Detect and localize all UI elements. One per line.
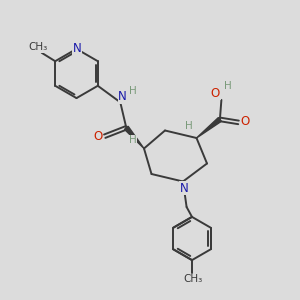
Text: H: H — [224, 81, 231, 92]
Text: H: H — [129, 86, 137, 96]
Text: O: O — [94, 130, 103, 143]
Text: CH₃: CH₃ — [28, 42, 48, 52]
Polygon shape — [124, 126, 144, 148]
Text: N: N — [73, 42, 82, 55]
Text: H: H — [129, 135, 136, 145]
Text: N: N — [179, 182, 188, 195]
Polygon shape — [196, 118, 221, 138]
Text: O: O — [241, 115, 250, 128]
Text: N: N — [118, 90, 127, 104]
Text: CH₃: CH₃ — [183, 274, 202, 284]
Text: O: O — [211, 87, 220, 100]
Text: H: H — [185, 121, 193, 131]
